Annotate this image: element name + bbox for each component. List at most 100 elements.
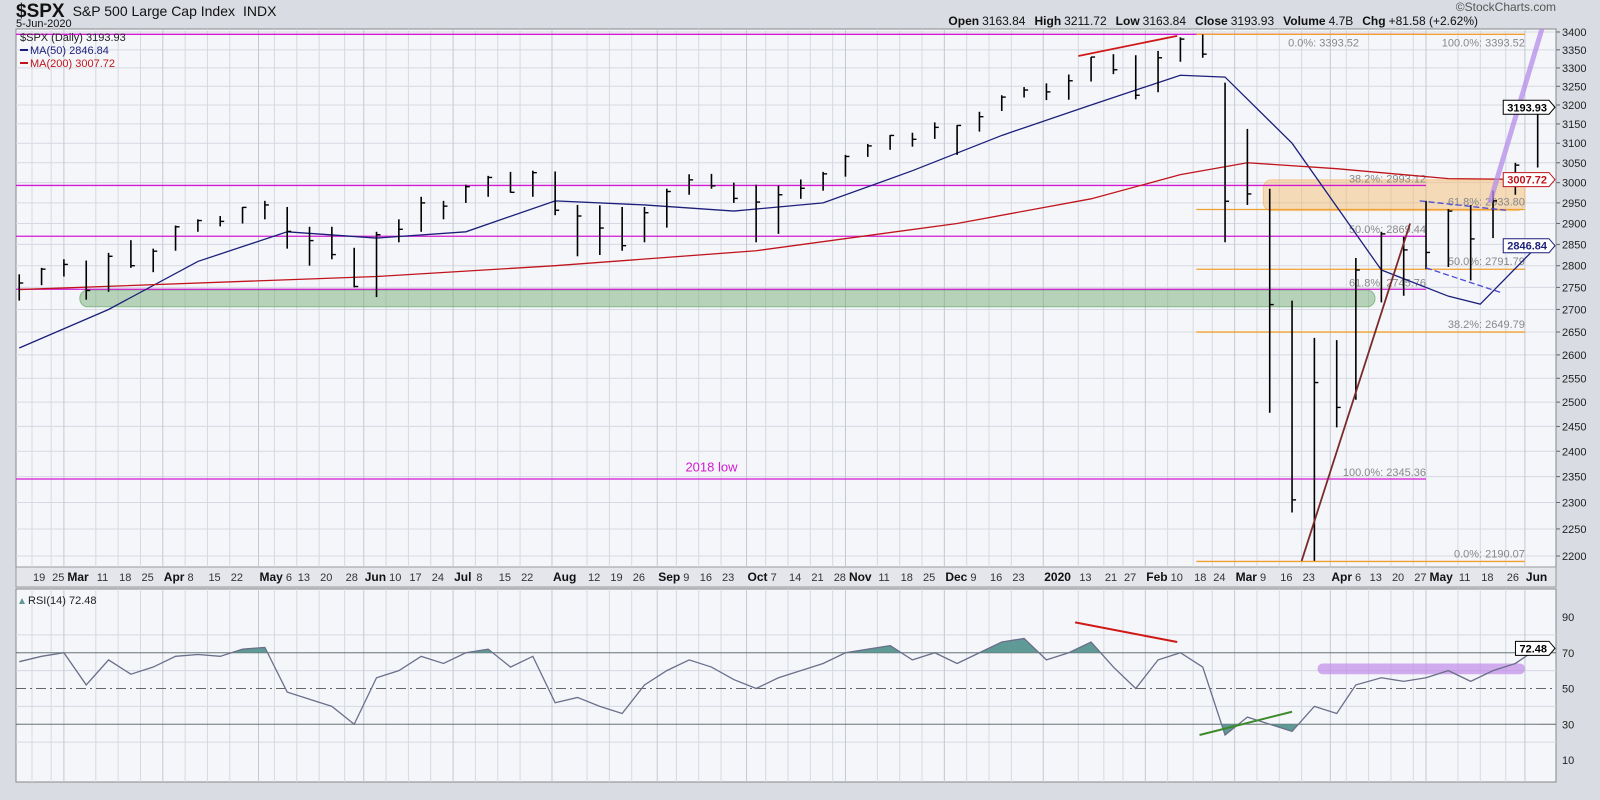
last-price-tag-text: 3193.93	[1507, 102, 1547, 114]
fib-label: 50.0%: 2791.79	[1448, 256, 1525, 268]
ohlc-label-high: High	[1034, 14, 1061, 28]
date-tick-label: 18	[119, 572, 131, 584]
date-tick-label: 10	[389, 572, 401, 584]
date-tick-label: 16	[1280, 572, 1292, 584]
ma200-tag: 3007.72	[1502, 172, 1556, 188]
price-tick-label: 2250	[1562, 524, 1586, 536]
price-bar	[509, 171, 515, 194]
trendline	[1300, 223, 1411, 562]
date-tick-label: 18	[1194, 572, 1206, 584]
price-bar	[1380, 231, 1386, 303]
date-tick-label: 15	[499, 572, 511, 584]
date-tick-label: 17	[409, 572, 421, 584]
price-tick-label: 3350	[1562, 45, 1586, 57]
price-bar	[1425, 200, 1431, 270]
date-tick-label: 10	[1171, 572, 1183, 584]
date-tick-label: Dec	[945, 570, 967, 584]
date-tick-label: 23	[1303, 572, 1315, 584]
price-legend: $SPX (Daily) 3193.93 MA(50) 2846.84 MA(2…	[20, 32, 126, 70]
date-tick-label: 6	[286, 572, 292, 584]
price-bar	[866, 143, 872, 157]
rsi-value-tag-text: 72.48	[1519, 643, 1547, 655]
fib-label: 100.0%: 2345.36	[1343, 467, 1426, 479]
price-bar	[621, 206, 627, 251]
price-tick-label: 2300	[1562, 497, 1586, 509]
date-tick-label: 24	[432, 572, 444, 584]
date-tick-label: 14	[789, 572, 801, 584]
price-bar	[1023, 87, 1029, 98]
date-tick-label: May	[259, 570, 283, 584]
price-bar	[755, 184, 761, 243]
last-price-tag: 3193.93	[1502, 99, 1556, 115]
price-panel	[15, 28, 1557, 568]
ma200-tag-box	[1502, 172, 1556, 188]
price-bar	[532, 170, 537, 197]
date-tick-label: Mar	[1236, 570, 1258, 584]
rsi-tick-label: 10	[1562, 755, 1574, 767]
price-bar	[465, 184, 470, 203]
price-bar	[264, 200, 269, 220]
price-bar	[1201, 34, 1207, 58]
price-bar	[107, 252, 113, 292]
brand-logo: ©StockCharts.com	[1456, 0, 1556, 14]
price-bar	[822, 171, 828, 191]
legend-rsi: RSI(14) 72.48	[28, 595, 96, 607]
price-tick-label: 2700	[1562, 304, 1586, 316]
price-bar	[1469, 204, 1475, 281]
axes: 2200225023002350240024502500255026002650…	[33, 27, 1586, 767]
rsi-tick-label: 50	[1562, 684, 1574, 696]
price-tick-label: 2950	[1562, 198, 1586, 210]
price-bar	[398, 219, 403, 243]
price-bar	[1157, 50, 1163, 93]
rsi-trendline	[1074, 621, 1178, 644]
trendline	[1419, 200, 1506, 211]
ohlc-label-chg: Chg	[1362, 14, 1385, 28]
date-tick-label: 8	[187, 572, 193, 584]
price-bar	[152, 248, 158, 273]
ohlc-value-high: 3211.72	[1064, 14, 1107, 28]
support-zone	[79, 289, 1376, 308]
last-price-tag-box	[1502, 99, 1556, 115]
price-tick-label: 2600	[1562, 350, 1586, 362]
rsi-value-tag-box	[1514, 640, 1556, 656]
date-tick-label: 25	[141, 572, 153, 584]
ohlc-value-low: 3163.84	[1143, 14, 1187, 28]
price-bar	[174, 225, 180, 251]
price-tick-label: 3000	[1562, 178, 1586, 190]
price-bar	[286, 206, 292, 249]
price-bar	[911, 132, 917, 147]
price-tick-label: 2550	[1562, 373, 1586, 385]
price-bar	[1090, 56, 1096, 82]
date-tick-label: Mar	[67, 570, 89, 584]
symbol: $SPX	[16, 1, 65, 22]
fib-label: 61.8%: 2933.80	[1448, 197, 1525, 209]
price-bar	[1335, 340, 1341, 428]
date-tick-label: 23	[722, 572, 734, 584]
rsi-tick-label: 70	[1562, 648, 1574, 660]
date-tick-label: 21	[811, 572, 823, 584]
price-bar	[1291, 300, 1297, 513]
date-tick-label: Apr	[1331, 570, 1352, 584]
price-tick-label: 2800	[1562, 261, 1586, 273]
date-tick-label: 23	[1012, 572, 1024, 584]
price-tick-label: 2650	[1562, 327, 1586, 339]
date-tick-label: Nov	[849, 570, 872, 584]
legend-ma50: MA(50) 2846.84	[30, 45, 109, 57]
trendline	[1425, 267, 1503, 294]
date-tick-label: 27	[1414, 572, 1426, 584]
date-tick-label: Oct	[748, 570, 768, 584]
price-bar	[1268, 188, 1274, 413]
price-bar	[576, 204, 582, 257]
price-bar	[978, 111, 984, 132]
price-bar	[889, 134, 895, 150]
price-bar	[1355, 257, 1360, 400]
price-bar	[688, 174, 694, 195]
date-tick-label: 15	[208, 572, 220, 584]
ma50-tag: 2846.84	[1502, 238, 1556, 254]
grid	[16, 29, 1556, 782]
index-name: S&P 500 Large Cap Index	[73, 3, 235, 19]
date-tick-label: 16	[700, 572, 712, 584]
price-bar	[844, 154, 850, 177]
price-tick-label: 2450	[1562, 421, 1586, 433]
